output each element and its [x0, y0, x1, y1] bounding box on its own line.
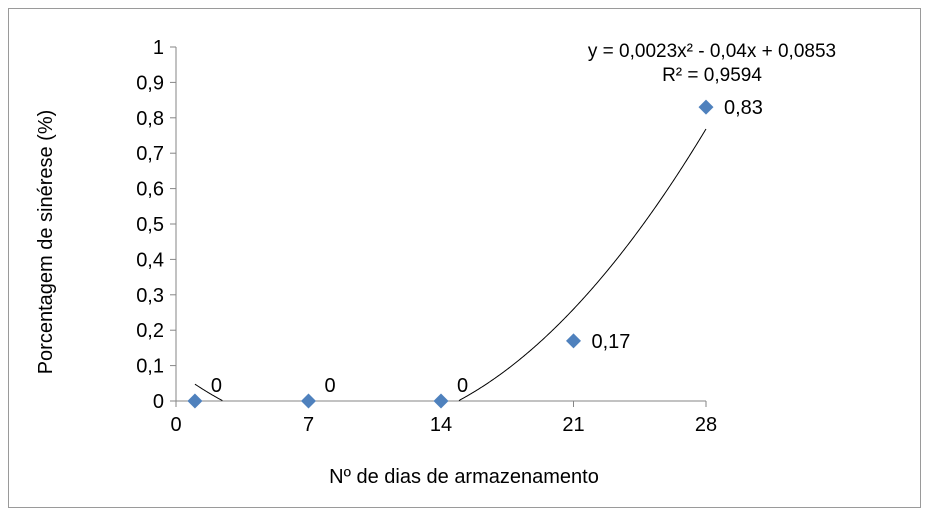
y-axis-title: Porcentagem de sinérese (%)	[35, 110, 57, 375]
data-label: 0	[325, 375, 336, 397]
trendline-group	[194, 128, 707, 402]
y-tick-label: 0,3	[136, 285, 164, 307]
data-labels: 0 0 0 0,17 0,83	[211, 97, 763, 397]
y-tick-label: 0,8	[136, 108, 164, 130]
x-tick-label: 28	[695, 414, 717, 436]
trendline-equation: y = 0,0023x² - 0,04x + 0,0853	[588, 41, 836, 62]
data-point	[698, 99, 714, 115]
y-tick-label: 0,5	[136, 214, 164, 236]
axes: 00,10,20,30,40,50,60,70,80,910 7 14 21 28	[136, 37, 717, 436]
data-point	[301, 393, 316, 409]
x-tick-label: 7	[303, 414, 314, 436]
data-label: 0,17	[592, 331, 631, 353]
y-tick-label: 0,9	[136, 72, 164, 94]
data-label: 0	[211, 375, 222, 397]
trendline	[458, 128, 707, 401]
y-tick-label: 0,4	[136, 249, 164, 271]
data-point	[566, 333, 581, 349]
trendline-r-squared: R² = 0,9594	[662, 65, 762, 86]
y-tick-label: 0,2	[136, 320, 164, 342]
data-point	[187, 393, 203, 409]
trendline	[194, 383, 223, 402]
y-tick-label: 0,7	[136, 143, 164, 165]
x-tick-label: 14	[430, 414, 452, 436]
data-label: 0,83	[724, 97, 763, 119]
data-point	[433, 393, 449, 409]
x-tick-label: 21	[562, 414, 584, 436]
x-axis-title: Nº de dias de armazenamento	[329, 466, 599, 488]
y-tick-label: 0	[153, 391, 164, 413]
data-points	[187, 99, 714, 409]
x-tick-label: 0	[170, 414, 181, 436]
data-label: 0	[457, 375, 468, 397]
y-tick-label: 0,6	[136, 179, 164, 201]
y-tick-label: 0,1	[136, 356, 164, 378]
y-tick-label: 1	[153, 37, 164, 59]
